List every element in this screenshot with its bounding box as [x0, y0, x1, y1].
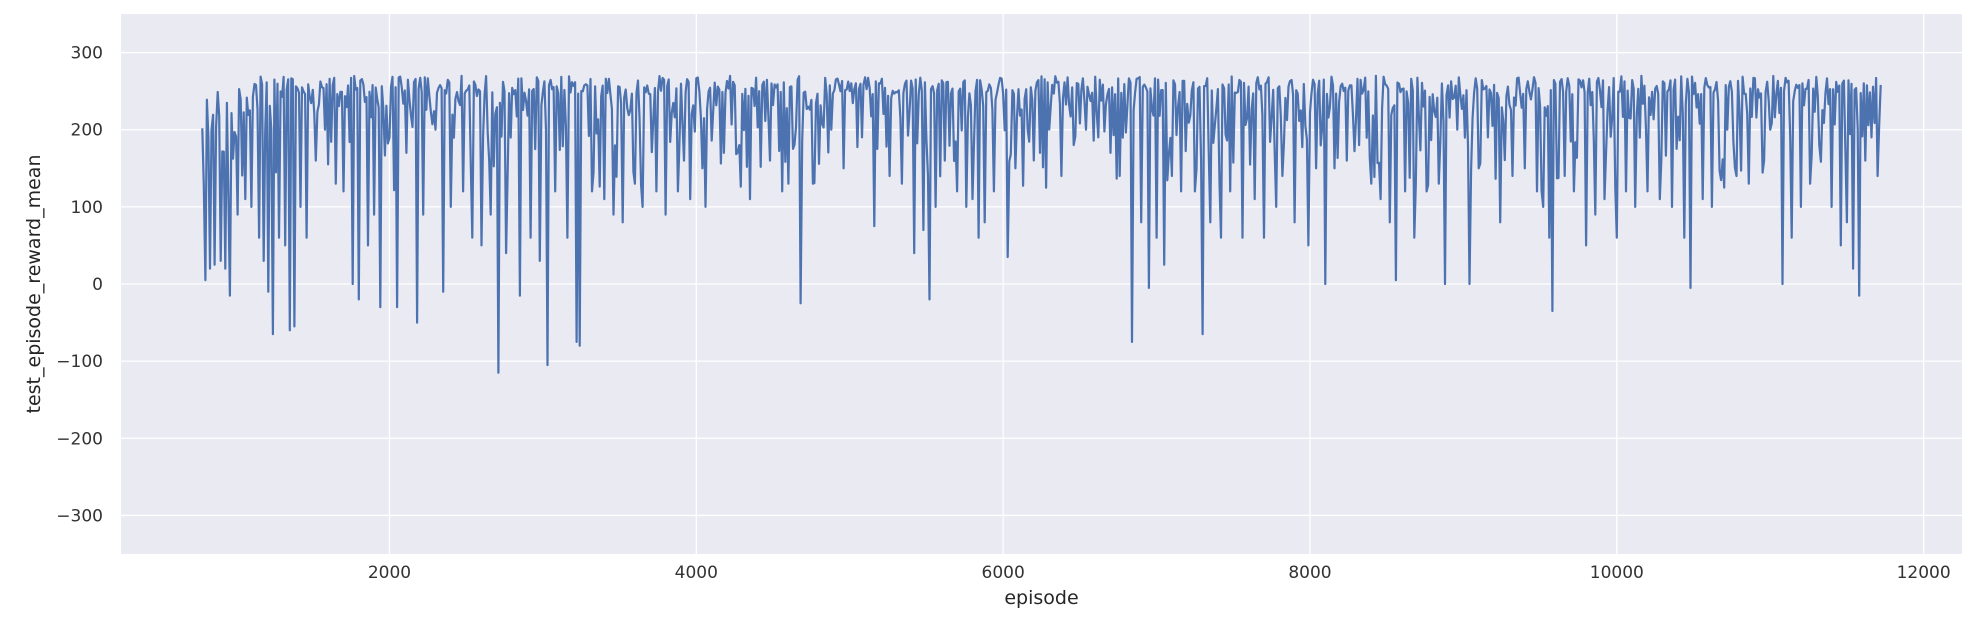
y-tick-label: −100: [56, 352, 103, 372]
x-tick-label: 10000: [1590, 563, 1644, 583]
y-tick-label: −300: [56, 506, 103, 526]
y-tick-label: 0: [92, 275, 103, 295]
reward-series-line: [201, 74, 1882, 374]
x-tick-label: 2000: [368, 563, 411, 583]
x-tick-label: 12000: [1897, 563, 1951, 583]
y-tick-label: 200: [71, 121, 103, 141]
x-tick-label: 8000: [1288, 563, 1331, 583]
x-axis-label: episode: [1004, 587, 1078, 609]
y-tick-label: 300: [71, 44, 103, 64]
x-tick-label: 6000: [982, 563, 1025, 583]
y-axis-label: test_episode_reward_mean: [23, 155, 45, 414]
y-tick-label: 100: [71, 198, 103, 218]
y-axis-ticks: 300 200 100 0 −100 −200 −300: [56, 44, 103, 527]
y-tick-label: −200: [56, 429, 103, 449]
x-tick-label: 4000: [675, 563, 718, 583]
x-axis-ticks: 2000 4000 6000 8000 10000 12000: [368, 563, 1951, 583]
